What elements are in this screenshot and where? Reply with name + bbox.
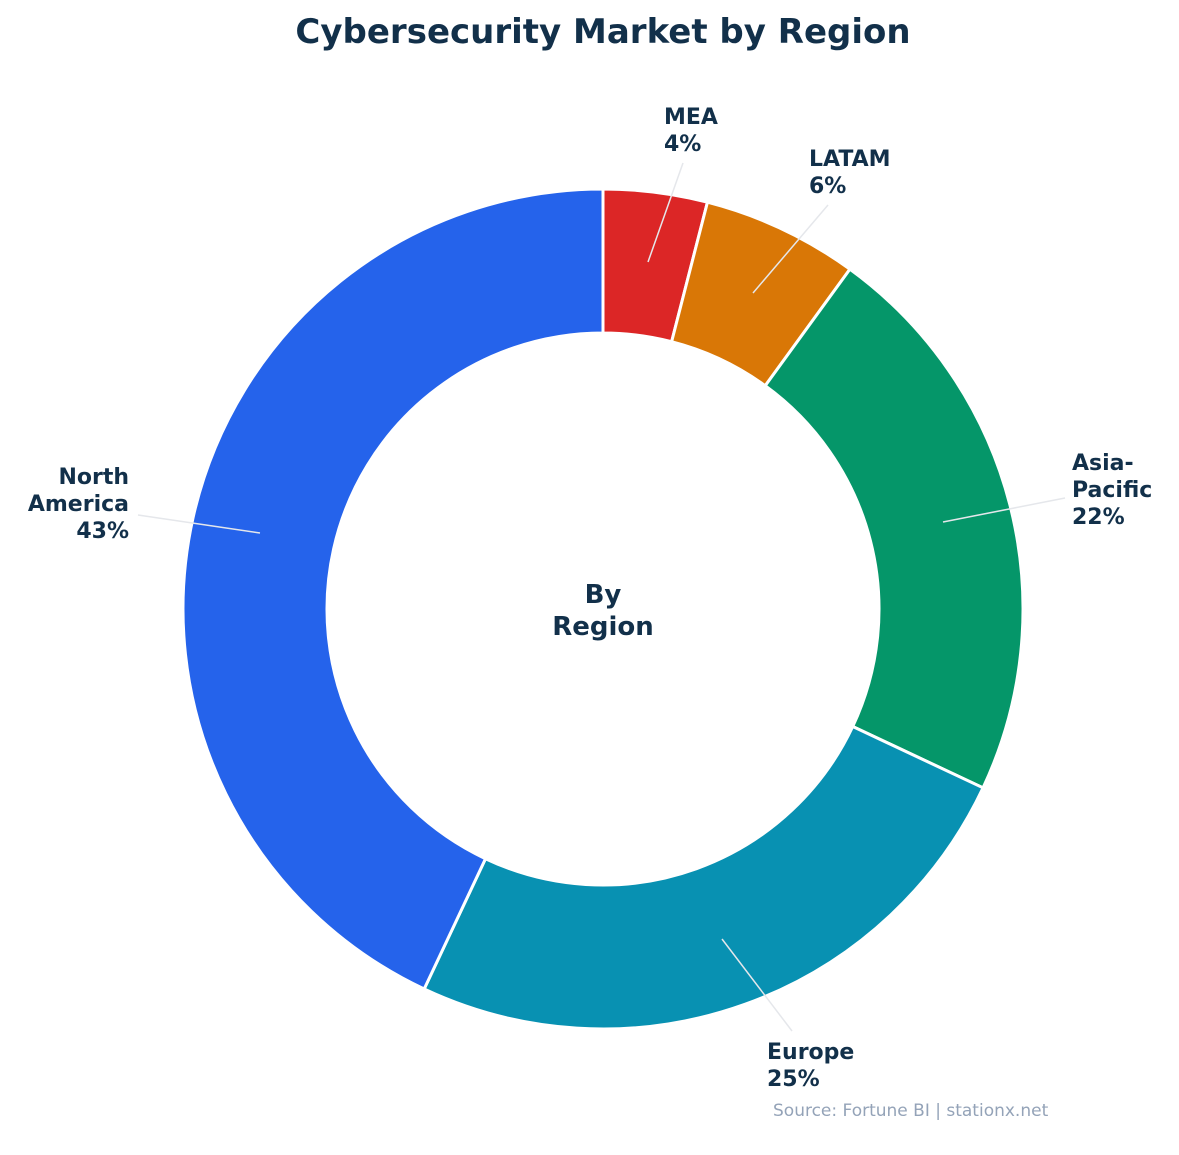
slice-label: North America 43% — [28, 465, 129, 544]
chart-title: Cybersecurity Market by Region — [295, 12, 910, 52]
slices — [181, 187, 1025, 1031]
slice-label: Europe 25% — [767, 1040, 854, 1092]
slice-label: LATAM 6% — [809, 147, 891, 199]
leader-line — [137, 514, 261, 534]
slice-labels: MEA 4% LATAM 6% Asia-Pacific 22% Europe 25% Nort… — [28, 105, 1152, 1092]
leader-line — [647, 162, 684, 263]
center-label: By Region — [552, 580, 654, 642]
leader-line — [721, 938, 793, 1032]
leader-line — [752, 204, 829, 294]
source-note: Source: Fortune BI | stationx.net — [773, 1101, 1049, 1121]
slice-europe — [422, 724, 986, 1031]
slice-asia-pacific — [763, 267, 1025, 790]
slice-label: Asia-Pacific 22% — [1072, 451, 1152, 530]
slice-label: MEA 4% — [664, 105, 718, 157]
leader-lines — [137, 162, 1066, 1032]
slice-north-america — [181, 187, 605, 992]
leader-line — [942, 497, 1066, 523]
